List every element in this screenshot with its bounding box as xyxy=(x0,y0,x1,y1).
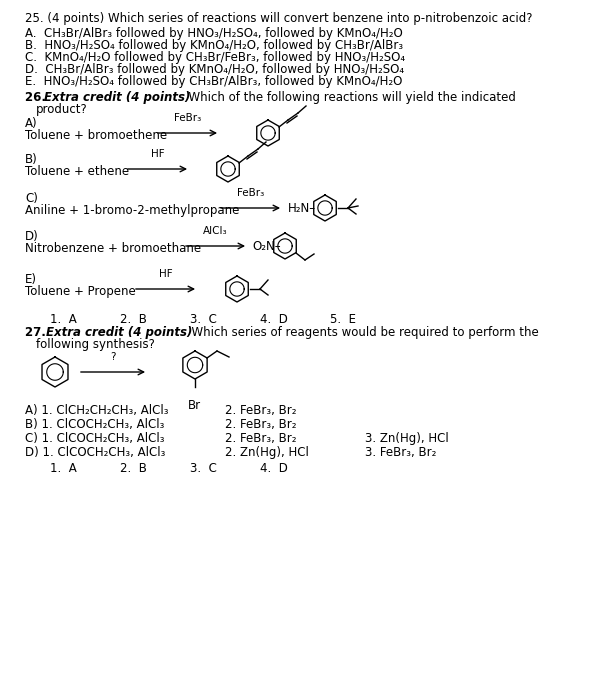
Text: FeBr₃: FeBr₃ xyxy=(237,188,264,198)
Text: 3.  C: 3. C xyxy=(190,462,217,475)
Text: C.  KMnO₄/H₂O followed by CH₃Br/FeBr₃, followed by HNO₃/H₂SO₄: C. KMnO₄/H₂O followed by CH₃Br/FeBr₃, fo… xyxy=(25,51,405,64)
Text: 2.  B: 2. B xyxy=(120,462,147,475)
Text: 5.  E: 5. E xyxy=(330,313,356,326)
Text: 2.  B: 2. B xyxy=(120,313,147,326)
Text: AlCl₃: AlCl₃ xyxy=(203,226,228,236)
Text: 1.  A: 1. A xyxy=(50,462,76,475)
Text: FeBr₃: FeBr₃ xyxy=(174,113,201,123)
Text: D) 1. ClCOCH₂CH₃, AlCl₃: D) 1. ClCOCH₂CH₃, AlCl₃ xyxy=(25,446,166,459)
Text: Br: Br xyxy=(188,399,201,412)
Text: Toluene + ethene: Toluene + ethene xyxy=(25,165,129,178)
Text: E): E) xyxy=(25,273,37,286)
Text: product?: product? xyxy=(36,103,88,116)
Text: 3. Zn(Hg), HCl: 3. Zn(Hg), HCl xyxy=(365,432,448,445)
Text: 25. (4 points) Which series of reactions will convert benzene into p-nitrobenzoi: 25. (4 points) Which series of reactions… xyxy=(25,12,533,25)
Text: O₂N–: O₂N– xyxy=(252,240,281,253)
Text: 1.  A: 1. A xyxy=(50,313,76,326)
Text: Toluene + bromoethene: Toluene + bromoethene xyxy=(25,129,167,142)
Text: Aniline + 1-bromo-2-methylpropane: Aniline + 1-bromo-2-methylpropane xyxy=(25,204,240,217)
Text: 2. FeBr₃, Br₂: 2. FeBr₃, Br₂ xyxy=(225,432,297,445)
Text: 27.: 27. xyxy=(25,326,50,339)
Text: C) 1. ClCOCH₂CH₃, AlCl₃: C) 1. ClCOCH₂CH₃, AlCl₃ xyxy=(25,432,164,445)
Text: Extra credit (4 points): Extra credit (4 points) xyxy=(46,326,193,339)
Text: Which of the following reactions will yield the indicated: Which of the following reactions will yi… xyxy=(181,91,516,104)
Text: 4.  D: 4. D xyxy=(260,313,288,326)
Text: Which series of reagents would be required to perform the: Which series of reagents would be requir… xyxy=(184,326,539,339)
Text: 4.  D: 4. D xyxy=(260,462,288,475)
Text: 2. FeBr₃, Br₂: 2. FeBr₃, Br₂ xyxy=(225,418,297,431)
Text: C): C) xyxy=(25,192,38,205)
Text: B.  HNO₃/H₂SO₄ followed by KMnO₄/H₂O, followed by CH₃Br/AlBr₃: B. HNO₃/H₂SO₄ followed by KMnO₄/H₂O, fol… xyxy=(25,39,403,52)
Text: E.  HNO₃/H₂SO₄ followed by CH₃Br/AlBr₃, followed by KMnO₄/H₂O: E. HNO₃/H₂SO₄ followed by CH₃Br/AlBr₃, f… xyxy=(25,75,402,88)
Text: Toluene + Propene: Toluene + Propene xyxy=(25,285,135,298)
Text: following synthesis?: following synthesis? xyxy=(36,338,155,351)
Text: B) 1. ClCOCH₂CH₃, AlCl₃: B) 1. ClCOCH₂CH₃, AlCl₃ xyxy=(25,418,164,431)
Text: A) 1. ClCH₂CH₂CH₃, AlCl₃: A) 1. ClCH₂CH₂CH₃, AlCl₃ xyxy=(25,404,169,417)
Text: 2. Zn(Hg), HCl: 2. Zn(Hg), HCl xyxy=(225,446,309,459)
Text: ?: ? xyxy=(110,352,116,362)
Text: H₂N–: H₂N– xyxy=(288,202,316,215)
Text: Nitrobenzene + bromoethane: Nitrobenzene + bromoethane xyxy=(25,242,201,255)
Text: B): B) xyxy=(25,153,38,166)
Text: 3.  C: 3. C xyxy=(190,313,217,326)
Text: Extra credit (4 points): Extra credit (4 points) xyxy=(44,91,190,104)
Text: D.  CH₃Br/AlBr₃ followed by KMnO₄/H₂O, followed by HNO₃/H₂SO₄: D. CH₃Br/AlBr₃ followed by KMnO₄/H₂O, fo… xyxy=(25,63,404,76)
Text: HF: HF xyxy=(150,149,164,159)
Text: HF: HF xyxy=(159,269,172,279)
Text: D): D) xyxy=(25,230,39,243)
Text: 2. FeBr₃, Br₂: 2. FeBr₃, Br₂ xyxy=(225,404,297,417)
Text: 3. FeBr₃, Br₂: 3. FeBr₃, Br₂ xyxy=(365,446,436,459)
Text: A): A) xyxy=(25,117,37,130)
Text: A.  CH₃Br/AlBr₃ followed by HNO₃/H₂SO₄, followed by KMnO₄/H₂O: A. CH₃Br/AlBr₃ followed by HNO₃/H₂SO₄, f… xyxy=(25,27,403,40)
Text: 26.: 26. xyxy=(25,91,50,104)
